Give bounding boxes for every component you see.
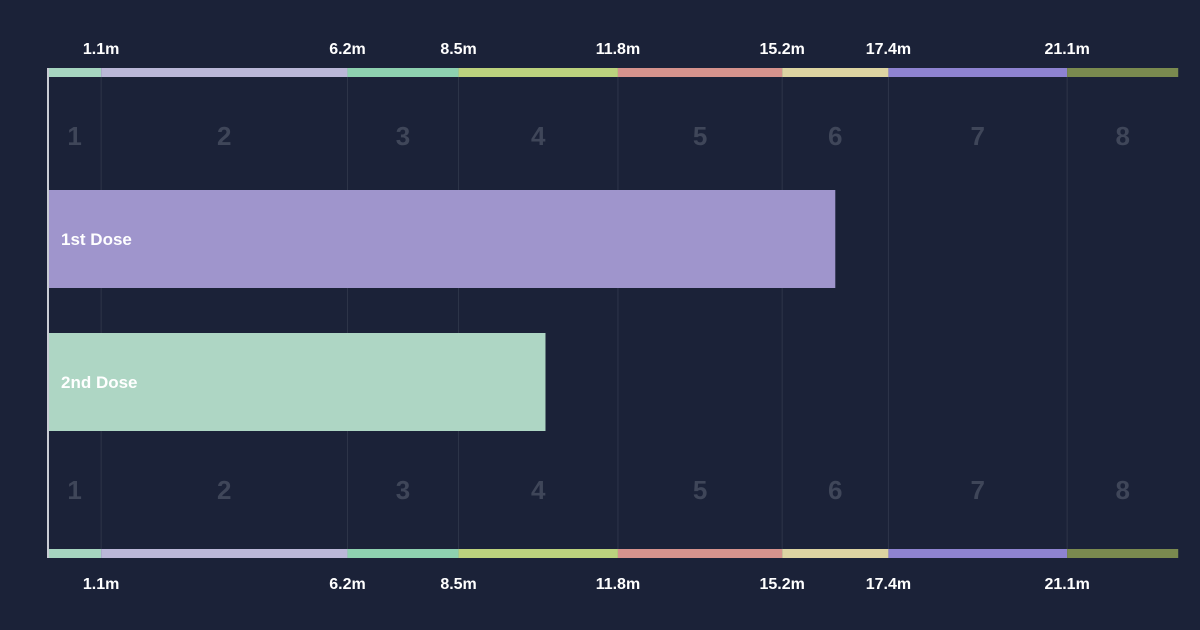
group-label-bottom-6: 6 xyxy=(828,475,842,505)
bottom-strip-segment-6 xyxy=(782,549,889,558)
bottom-tick-label: 6.2m xyxy=(329,576,365,593)
group-label-top-8: 8 xyxy=(1115,121,1129,151)
bottom-tick-label: 21.1m xyxy=(1044,576,1089,593)
bottom-tick-label: 8.5m xyxy=(440,576,476,593)
group-label-top-4: 4 xyxy=(531,121,546,151)
bars: 1st Dose 2nd Dose xyxy=(48,190,836,431)
bottom-strip-segment-7 xyxy=(888,549,1068,558)
top-strip-segment-7 xyxy=(888,68,1068,77)
group-label-bottom-5: 5 xyxy=(693,475,707,505)
bar-2 xyxy=(48,333,546,431)
bottom-color-strip xyxy=(48,549,1179,558)
bottom-tick-label: 11.8m xyxy=(596,576,640,593)
bottom-strip-segment-2 xyxy=(101,549,348,558)
top-color-strip xyxy=(48,68,1179,77)
group-label-bottom-4: 4 xyxy=(531,475,546,505)
bottom-tick-labels: 1.1m 6.2m 8.5m 11.8m 15.2m 17.4m 21.1m xyxy=(83,576,1090,593)
group-label-top-1: 1 xyxy=(67,121,81,151)
group-label-bottom-2: 2 xyxy=(217,475,231,505)
top-group-labels: 1 2 3 4 5 6 7 8 xyxy=(67,121,1130,151)
top-tick-label: 17.4m xyxy=(866,41,911,58)
top-strip-segment-6 xyxy=(782,68,889,77)
group-label-top-7: 7 xyxy=(971,121,985,151)
top-strip-segment-4 xyxy=(458,68,618,77)
bar-label-1: 1st Dose xyxy=(61,230,132,249)
top-tick-labels: 1.1m 6.2m 8.5m 11.8m 15.2m 17.4m 21.1m xyxy=(83,41,1090,58)
bottom-strip-segment-1 xyxy=(48,549,102,558)
group-label-top-5: 5 xyxy=(693,121,707,151)
bottom-tick-label: 15.2m xyxy=(759,576,804,593)
top-strip-segment-2 xyxy=(101,68,348,77)
bottom-strip-segment-8 xyxy=(1067,549,1179,558)
top-tick-label: 11.8m xyxy=(596,41,640,58)
top-strip-segment-1 xyxy=(48,68,102,77)
bottom-group-labels: 1 2 3 4 5 6 7 8 xyxy=(67,475,1130,505)
bottom-strip-segment-4 xyxy=(458,549,618,558)
top-tick-label: 6.2m xyxy=(329,41,365,58)
bar-1 xyxy=(48,190,836,288)
top-tick-label: 8.5m xyxy=(440,41,476,58)
top-strip-segment-8 xyxy=(1067,68,1179,77)
group-label-bottom-8: 8 xyxy=(1115,475,1129,505)
group-label-top-3: 3 xyxy=(396,121,410,151)
bottom-tick-label: 1.1m xyxy=(83,576,119,593)
top-tick-label: 15.2m xyxy=(759,41,804,58)
group-label-bottom-7: 7 xyxy=(971,475,985,505)
group-label-top-2: 2 xyxy=(217,121,231,151)
bottom-strip-segment-5 xyxy=(617,549,783,558)
gridlines xyxy=(100,70,1068,558)
group-label-bottom-1: 1 xyxy=(67,475,81,505)
bottom-strip-segment-3 xyxy=(347,549,459,558)
bar-label-2: 2nd Dose xyxy=(61,373,138,392)
top-strip-segment-3 xyxy=(347,68,459,77)
top-strip-segment-5 xyxy=(617,68,783,77)
top-tick-label: 1.1m xyxy=(83,41,119,58)
group-label-top-6: 6 xyxy=(828,121,842,151)
top-tick-label: 21.1m xyxy=(1044,41,1089,58)
group-label-bottom-3: 3 xyxy=(396,475,410,505)
bottom-tick-label: 17.4m xyxy=(866,576,911,593)
